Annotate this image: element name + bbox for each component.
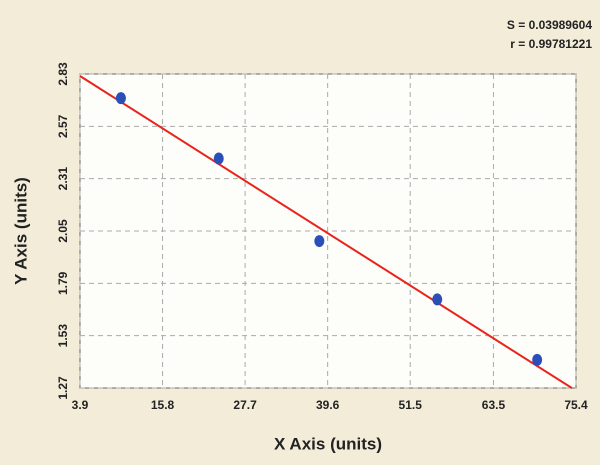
annotation: r = 0.99781221 [510, 37, 592, 51]
annotation: S = 0.03989604 [507, 18, 592, 32]
x-tick-label: 75.4 [564, 398, 588, 412]
x-tick-label: 27.7 [233, 398, 257, 412]
x-tick-label: 39.6 [316, 398, 340, 412]
y-tick-label: 2.05 [56, 219, 70, 243]
fit-line [79, 75, 573, 389]
point [432, 293, 443, 306]
point [532, 353, 543, 366]
y-axis-title: Y Axis (units) [11, 177, 30, 285]
point [314, 235, 325, 248]
y-tick-label: 2.57 [56, 114, 70, 138]
y-tick-label: 2.31 [56, 167, 70, 191]
y-tick-label: 1.27 [56, 376, 70, 400]
x-axis-title: X Axis (units) [274, 434, 382, 453]
y-tick-label: 1.53 [56, 324, 70, 348]
x-tick-label: 3.9 [72, 398, 89, 412]
point [115, 92, 126, 105]
x-tick-label: 63.5 [482, 398, 506, 412]
x-tick-label: 15.8 [151, 398, 175, 412]
y-tick-label: 1.79 [56, 271, 70, 295]
y-tick-label: 2.83 [56, 62, 70, 86]
x-tick-label: 51.5 [399, 398, 423, 412]
point [213, 152, 224, 165]
